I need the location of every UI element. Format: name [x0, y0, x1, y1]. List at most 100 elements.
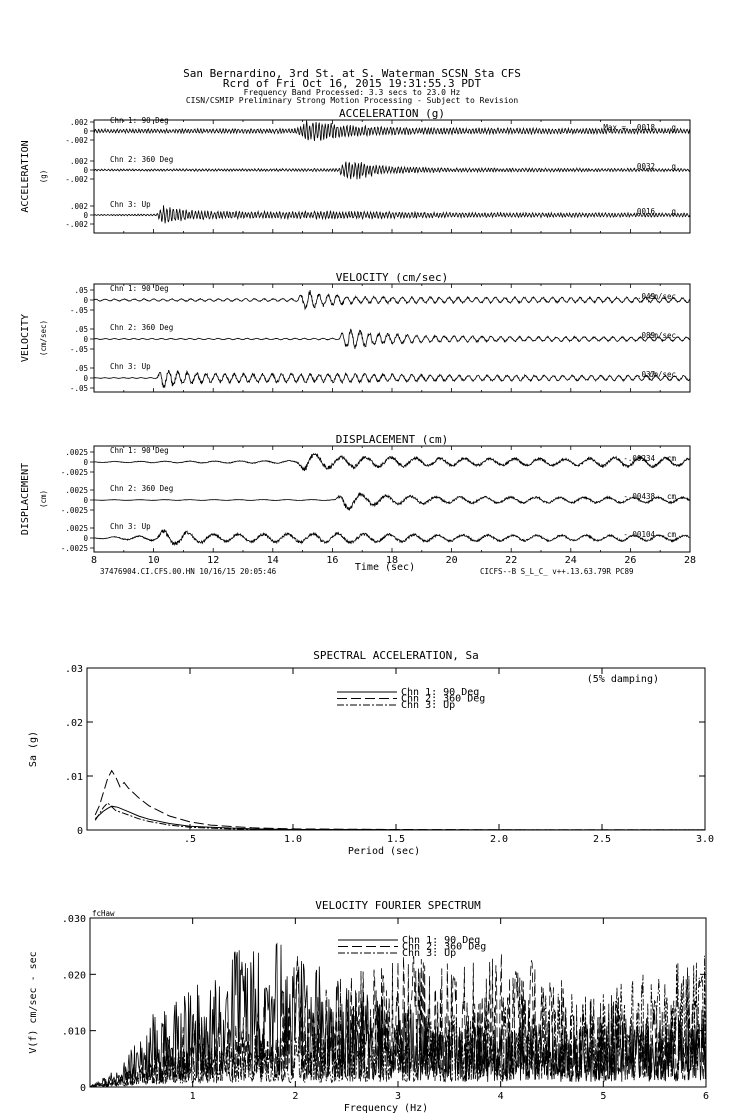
chart-xtick-label: 1: [190, 1091, 196, 1102]
series-line: [94, 802, 705, 831]
chart-ytick-label: .01: [65, 772, 83, 783]
ts-ytick-label: .05: [74, 286, 88, 295]
ts-ytick-label: 0: [83, 211, 88, 220]
chart-xtick-label: 1.0: [284, 834, 302, 845]
chart-corner-label: fcHaw: [92, 909, 115, 918]
chart-xtick-label: 2: [292, 1091, 298, 1102]
ts-xtick-label: 24: [565, 555, 577, 566]
ts-ytick-label: -.05: [70, 306, 88, 315]
chart-xtick-label: 2.0: [490, 834, 508, 845]
legend-label: Chn 3: Up: [402, 948, 456, 959]
legend-label: Chn 2: 360 Deg: [402, 942, 486, 953]
ts-panel-3: DISPLACEMENT (cm) DISPLACEMENT (cm) Chn 1: …: [20, 433, 696, 576]
spectral-acceleration-chart: SPECTRAL ACCELERATION, Sa Period (sec) Sa …: [28, 649, 714, 857]
chart-ytick-label: .02: [65, 718, 83, 729]
ts-panel-title: ACCELERATION (g): [339, 107, 445, 120]
ts-xtick-label: 14: [267, 555, 279, 566]
ts-channel-unit: cm/sec: [649, 370, 676, 379]
ts-channel-max: .0032: [632, 162, 655, 171]
ts-xtick-label: 28: [684, 555, 696, 566]
ts-panel-ylabel: ACCELERATION: [20, 140, 31, 212]
ts-xtick-label: 26: [624, 555, 636, 566]
ts-channel-unit: g: [671, 123, 676, 132]
ts-panel-yunit: (g): [39, 170, 48, 184]
chart-xtick-label: 5: [600, 1091, 606, 1102]
ts-channel-unit: cm: [667, 530, 677, 539]
ts-xtick-label: 8: [91, 555, 97, 566]
legend-label: Chn 1: 90 Deg: [401, 687, 479, 698]
ts-ytick-label: .002: [70, 202, 88, 211]
header-station: San Bernardino, 3rd St. at S. Waterman S…: [183, 67, 521, 80]
ts-waveform: [93, 328, 691, 349]
ts-footer-left: 37476904.CI.CFS.00.HN 10/16/15 20:05:46: [100, 567, 277, 576]
ts-ytick-label: .05: [74, 325, 88, 334]
chart-xtick-label: 1.5: [387, 834, 405, 845]
ts-channel-unit: cm: [667, 454, 677, 463]
legend-label: Chn 3: Up: [401, 700, 455, 711]
ts-panel-title: VELOCITY (cm/sec): [336, 271, 449, 284]
ts-ytick-label: -.002: [65, 220, 88, 229]
chart-ytick-label: 0: [77, 826, 83, 837]
ts-ytick-label: .05: [74, 364, 88, 373]
legend-label: Chn 1: 90 Deg: [402, 935, 480, 946]
chart-xtick-label: 2.5: [593, 834, 611, 845]
ts-ytick-label: 0: [83, 458, 88, 467]
chart-ytick-label: 0: [80, 1083, 86, 1094]
ts-ytick-label: -.05: [70, 345, 88, 354]
ts-ytick-label: 0: [83, 534, 88, 543]
header-record: Rcrd of Fri Oct 16, 2015 19:31:55.3 PDT: [223, 77, 482, 90]
ts-ytick-label: 0: [83, 374, 88, 383]
ts-ytick-label: -.05: [70, 384, 88, 393]
ts-channel-name: Chn 1: 90 Deg: [110, 284, 169, 293]
ts-waveform: [93, 120, 691, 142]
ts-channel-max: .049: [637, 292, 655, 301]
ts-panel-yunit: (cm): [39, 490, 48, 508]
header-band: Frequency Band Processed: 3.3 secs to 23…: [244, 88, 461, 97]
chart-title: VELOCITY FOURIER SPECTRUM: [315, 899, 481, 912]
ts-ytick-label: .002: [70, 157, 88, 166]
ts-channel-unit: cm/sec: [649, 292, 676, 301]
ts-ytick-label: 0: [83, 296, 88, 305]
ts-channel-name: Chn 1: 90 Deg: [110, 116, 169, 125]
ts-channel-name: Chn 2: 360 Deg: [110, 323, 173, 332]
ts-waveform: [93, 452, 691, 472]
ts-xtick-label: 16: [326, 555, 338, 566]
ts-waveform: [93, 491, 691, 512]
ts-panel-1: ACCELERATION (g) ACCELERATION (g) Chn 1: 90…: [20, 107, 691, 234]
ts-xtick-label: 22: [505, 555, 517, 566]
ts-channel-max: .037: [637, 370, 655, 379]
ts-ytick-label: -.0025: [61, 468, 88, 477]
ts-waveform: [93, 205, 691, 224]
ts-panel-2: VELOCITY (cm/sec) VELOCITY (cm/sec) Chn 1: …: [20, 271, 691, 393]
series-line: [94, 769, 706, 831]
ts-max-label: Max =: [603, 123, 626, 132]
time-series-panels: ACCELERATION (g) ACCELERATION (g) Chn 1: 90…: [20, 107, 696, 576]
ts-ytick-label: .0025: [65, 486, 88, 495]
chart-xtick-label: 3.0: [696, 834, 714, 845]
chart-xlabel: Frequency (Hz): [344, 1103, 428, 1114]
ts-channel-max: .089: [637, 331, 655, 340]
ts-channel-unit: cm: [667, 492, 677, 501]
ts-waveform: [93, 369, 691, 388]
ts-panel-ylabel: DISPLACEMENT: [20, 463, 31, 535]
ts-ytick-label: .0025: [65, 448, 88, 457]
ts-ytick-label: .002: [70, 118, 88, 127]
chart-ytick-label: .010: [62, 1027, 86, 1038]
series-line: [94, 805, 705, 831]
chart-ytick-label: .020: [62, 970, 86, 981]
series-line: [89, 942, 707, 1088]
chart-ytick-label: .030: [62, 914, 86, 925]
ts-channel-name: Chn 3: Up: [110, 200, 151, 209]
header: San Bernardino, 3rd St. at S. Waterman S…: [183, 67, 521, 105]
ts-panel-ylabel: VELOCITY: [20, 314, 31, 362]
legend-label: Chn 2: 360 Deg: [401, 694, 485, 705]
chart-xtick-label: 3: [395, 1091, 401, 1102]
ts-ytick-label: -.002: [65, 136, 88, 145]
fourier-spectrum-chart: VELOCITY FOURIER SPECTRUM Frequency (Hz) V…: [28, 899, 709, 1114]
chart-ylabel: Sa (g): [28, 731, 39, 767]
chart-ytick-label: .03: [65, 664, 83, 675]
chart-xtick-label: 4: [498, 1091, 504, 1102]
ts-ytick-label: .0025: [65, 524, 88, 533]
ts-waveform: [93, 529, 691, 546]
ts-channel-name: Chn 3: Up: [110, 362, 151, 371]
